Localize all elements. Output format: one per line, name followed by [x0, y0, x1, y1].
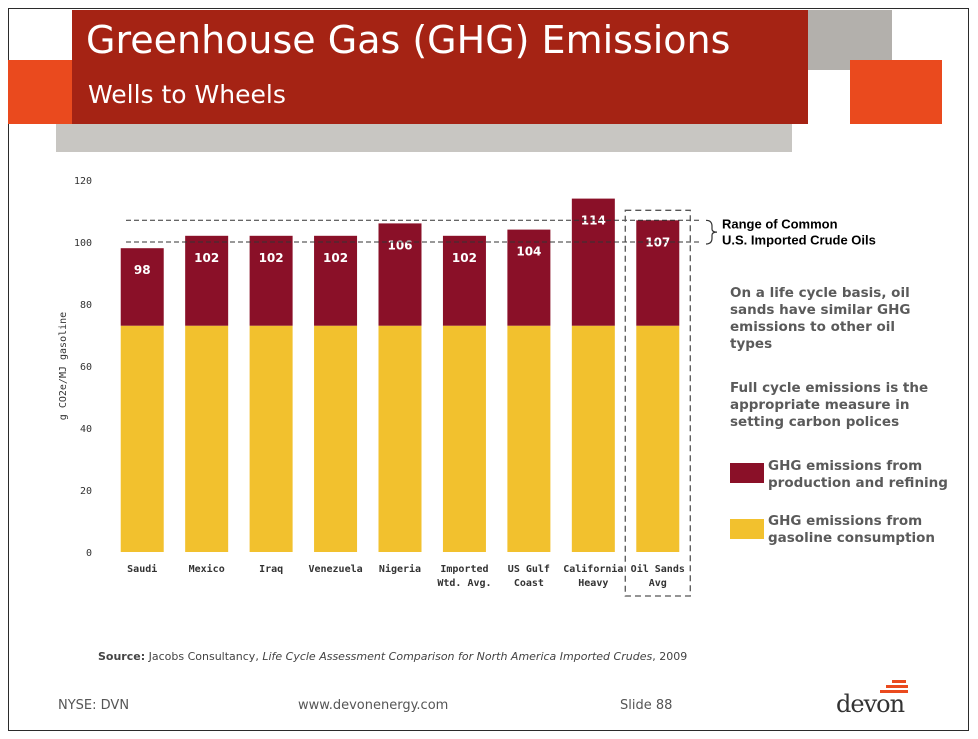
range-label: U.S. Imported Crude Oils [722, 232, 876, 247]
logo-bar [892, 680, 906, 683]
bar-data-label: 102 [452, 251, 477, 265]
note-lifecycle: On a life cycle basis, oil sands have si… [730, 285, 910, 353]
title-band [72, 10, 808, 124]
logo-bar [880, 690, 908, 693]
footer-url[interactable]: www.devonenergy.com [298, 698, 449, 713]
footer-ticker: NYSE: DVN [58, 698, 130, 713]
y-axis-label: g CO2e/MJ gasoline [58, 312, 69, 420]
x-tick-label: Nigeria [379, 563, 421, 575]
bar-data-label: 102 [194, 251, 219, 265]
footer-slide-number: Slide 88 [620, 698, 673, 713]
x-tick-label: Coast [514, 578, 544, 589]
source-label: Source: [98, 650, 146, 663]
x-tick-label: US Gulf [508, 564, 550, 575]
y-tick-label: 20 [80, 486, 92, 497]
x-tick-label: Wtd. Avg. [437, 578, 491, 589]
note-lifecycle-line: types [730, 336, 773, 352]
bar-data-label: 104 [516, 245, 541, 259]
slide-subtitle: Wells to Wheels [88, 80, 286, 109]
bar-segment-consumption [442, 325, 486, 552]
bar-segment-production [507, 229, 551, 326]
bar-segment-consumption [571, 325, 615, 552]
devon-logo: devon [836, 680, 916, 718]
y-tick-label: 0 [86, 548, 92, 559]
legend-label-line: GHG emissions from [768, 513, 923, 529]
note-lifecycle-line: sands have similar GHG [730, 302, 911, 318]
note-full-cycle-line: setting carbon polices [730, 414, 900, 430]
legend-label-production: GHG emissions from production and refini… [768, 458, 948, 492]
bar-data-label: 106 [387, 238, 412, 252]
slide-title: Greenhouse Gas (GHG) Emissions [86, 18, 731, 62]
source-citation: Source: Jacobs Consultancy, Life Cycle A… [98, 650, 687, 663]
source-text: Jacobs Consultancy, [145, 650, 263, 663]
logo-text: devon [836, 690, 905, 718]
highlight-box [624, 209, 691, 597]
x-tick-label: Avg [649, 578, 667, 589]
bar-segment-consumption [185, 325, 229, 552]
bar-segment-production [314, 235, 358, 326]
x-tick-label: Mexico [189, 563, 225, 575]
bar-segment-production [249, 235, 293, 326]
range-brace [705, 219, 718, 245]
bar-segment-production [571, 198, 615, 326]
x-tick-label: Iraq [259, 564, 283, 575]
bar-segment-production [378, 223, 422, 326]
bar-segment-production [185, 235, 229, 326]
bar-segment-production [442, 235, 486, 326]
bar-data-label: 102 [259, 251, 284, 265]
bar-data-label: 102 [323, 251, 348, 265]
y-tick-label: 60 [80, 362, 92, 373]
legend-label-consumption: GHG emissions from gasoline consumption [768, 513, 935, 547]
y-tick-label: 40 [80, 424, 92, 435]
bar-segment-production [120, 248, 164, 326]
legend-label-line: GHG emissions from [768, 458, 923, 474]
y-tick-label: 100 [74, 238, 92, 249]
note-full-cycle-line: appropriate measure in [730, 397, 910, 413]
x-tick-label: California [563, 563, 623, 575]
x-tick-label: Saudi [127, 563, 157, 575]
legend-swatch-production [730, 463, 764, 483]
y-tick-label: 120 [74, 176, 92, 187]
bar-segment-consumption [314, 325, 358, 552]
bar-segment-production [636, 220, 680, 326]
x-tick-label: Imported [440, 564, 488, 575]
header-orange-block-right [850, 60, 942, 124]
bar-segment-consumption [636, 325, 680, 552]
bar-segment-consumption [378, 325, 422, 552]
note-lifecycle-line: On a life cycle basis, oil [730, 285, 910, 301]
legend-label-line: gasoline consumption [768, 530, 936, 546]
x-tick-label: Heavy [578, 578, 608, 589]
note-full-cycle: Full cycle emissions is the appropriate … [730, 380, 928, 431]
bar-segment-consumption [507, 325, 551, 552]
header-orange-block-left [8, 60, 72, 124]
x-tick-label: Oil Sands [631, 563, 685, 575]
source-title: Life Cycle Assessment Comparison for Nor… [262, 650, 653, 663]
range-label: Range of Common [722, 216, 838, 231]
note-lifecycle-line: emissions to other oil [730, 319, 895, 335]
bar-segment-consumption [120, 325, 164, 552]
bar-data-label: 98 [134, 263, 151, 277]
legend-swatch-consumption [730, 519, 764, 539]
source-year: , 2009 [652, 650, 688, 663]
logo-bar [886, 685, 908, 688]
x-tick-label: Venezuela [308, 564, 362, 575]
y-tick-label: 80 [80, 300, 92, 311]
legend-label-line: production and refining [768, 475, 948, 491]
note-full-cycle-line: Full cycle emissions is the [730, 380, 929, 396]
bar-segment-consumption [249, 325, 293, 552]
